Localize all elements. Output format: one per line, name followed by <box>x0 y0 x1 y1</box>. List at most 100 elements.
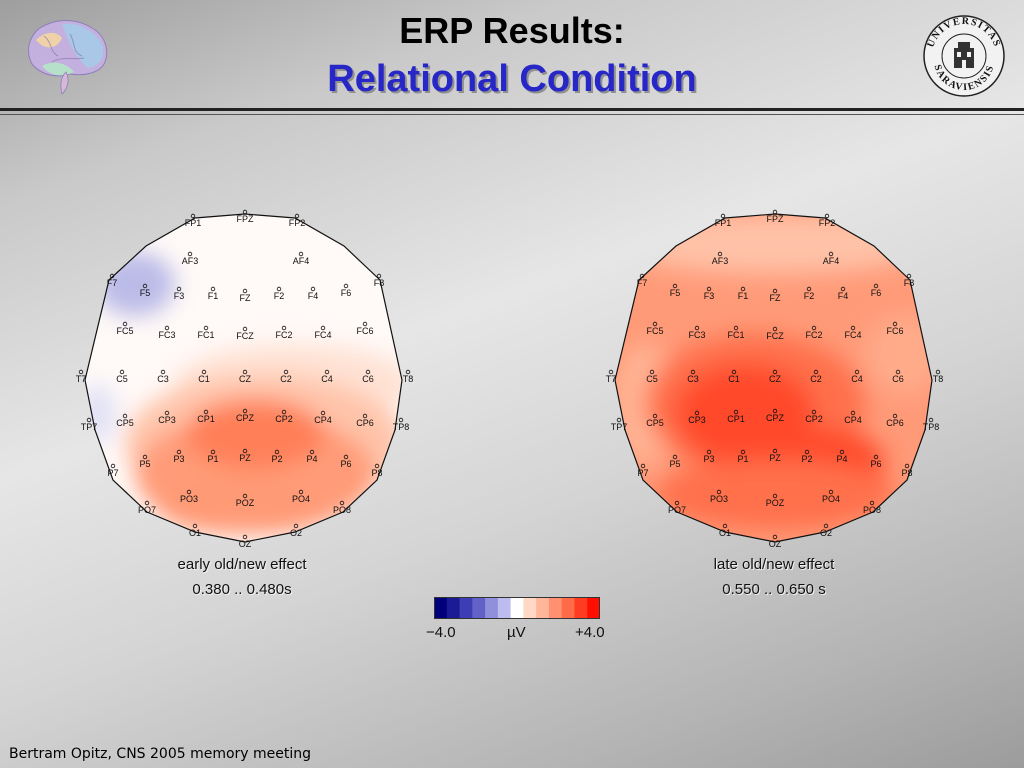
late-electrode-label-f3: F3 <box>704 291 715 301</box>
late-electrode-marker-p2 <box>804 449 810 455</box>
early-electrode-label-cp4: CP4 <box>314 415 332 425</box>
late-electrode-marker-f5 <box>672 283 678 289</box>
early-electrode-label-f2: F2 <box>274 291 285 301</box>
early-electrode-label-f1: F1 <box>208 291 219 301</box>
late-electrode-label-f1: F1 <box>738 291 749 301</box>
early-electrode-marker-po4 <box>298 489 304 495</box>
early-electrode-label-fcz: FCZ <box>236 331 254 341</box>
early-electrode-label-cp1: CP1 <box>197 414 215 424</box>
late-electrode-label-cp4: CP4 <box>844 415 862 425</box>
early-electrode-label-p7: P7 <box>107 468 118 478</box>
late-electrode-marker-fc6 <box>892 321 898 327</box>
early-electrode-marker-pz <box>242 448 248 454</box>
late-electrode-marker-p4 <box>839 449 845 455</box>
late-electrode-marker-fcz <box>772 326 778 332</box>
late-electrode-marker-f2 <box>806 286 812 292</box>
early-electrode-label-p3: P3 <box>173 454 184 464</box>
electrode-labels-early: FPZ FP1 FP2 AF3 AF4 F7 F5 F3 F1 FZ F2 F4 F6 F8 FC5 FC3 F… <box>76 209 413 549</box>
early-electrode-marker-fc5 <box>122 321 128 327</box>
late-electrode-marker-cp5 <box>652 413 658 419</box>
early-electrode-label-p8: P8 <box>371 468 382 478</box>
late-electrode-label-t8: T8 <box>933 374 944 384</box>
color-scale-swatch <box>434 597 448 619</box>
early-electrode-label-fc1: FC1 <box>197 330 214 340</box>
early-electrode-label-c5: C5 <box>116 374 128 384</box>
late-electrode-label-cp6: CP6 <box>886 418 904 428</box>
late-electrode-marker-af4 <box>828 251 834 257</box>
early-electrode-label-c3: C3 <box>157 374 169 384</box>
early-electrode-label-o2: O2 <box>290 528 302 538</box>
late-electrode-label-c2: C2 <box>810 374 822 384</box>
late-map-time-window: 0.550 .. 0.650 s <box>722 581 826 598</box>
late-electrode-label-p1: P1 <box>737 454 748 464</box>
early-electrode-marker-cp6 <box>362 413 368 419</box>
late-electrode-marker-cz <box>772 369 778 375</box>
late-electrode-marker-p3 <box>706 449 712 455</box>
late-electrode-label-p6: P6 <box>870 459 881 469</box>
late-electrode-label-cp2: CP2 <box>805 414 823 424</box>
late-electrode-label-c4: C4 <box>851 374 863 384</box>
late-electrode-label-fpz: FPZ <box>767 214 785 224</box>
late-electrode-label-po4: PO4 <box>822 494 840 504</box>
early-electrode-marker-poz <box>242 493 248 499</box>
early-electrode-marker-f6 <box>343 283 349 289</box>
late-electrode-label-fp1: FP1 <box>715 218 732 228</box>
early-electrode-label-pz: PZ <box>239 453 251 463</box>
late-electrode-marker-af3 <box>717 251 723 257</box>
early-electrode-label-c4: C4 <box>321 374 333 384</box>
early-electrode-label-po7: PO7 <box>138 505 156 515</box>
late-electrode-label-f2: F2 <box>804 291 815 301</box>
early-electrode-label-af4: AF4 <box>293 256 310 266</box>
color-scale-swatch <box>523 597 537 619</box>
late-electrode-label-p4: P4 <box>836 454 847 464</box>
early-electrode-marker-o2 <box>293 523 299 529</box>
late-electrode-label-f5: F5 <box>670 288 681 298</box>
early-electrode-label-cp3: CP3 <box>158 415 176 425</box>
late-electrode-label-cz: CZ <box>769 374 781 384</box>
late-electrode-marker-fc5 <box>652 321 658 327</box>
slide-header: ERP Results: Relational Condition UNIVER… <box>0 0 1024 115</box>
late-electrode-marker-po8 <box>869 500 875 506</box>
early-electrode-marker-fc2 <box>281 325 287 331</box>
late-electrode-marker-cpz <box>772 408 778 414</box>
late-electrode-marker-f7 <box>639 273 645 279</box>
early-electrode-marker-t7 <box>78 369 84 375</box>
late-electrode-marker-f4 <box>840 286 846 292</box>
early-electrode-marker-cp2 <box>281 409 287 415</box>
early-electrode-label-fc5: FC5 <box>116 326 133 336</box>
late-electrode-marker-o1 <box>722 523 728 529</box>
color-scale-swatch <box>561 597 575 619</box>
late-electrode-marker-p5 <box>672 454 678 460</box>
late-electrode-marker-fp1 <box>720 213 726 219</box>
early-electrode-label-fc6: FC6 <box>356 326 373 336</box>
early-electrode-label-cz: CZ <box>239 374 251 384</box>
late-electrode-label-fz: FZ <box>770 293 781 303</box>
late-electrode-marker-fc3 <box>694 325 700 331</box>
early-electrode-label-cp6: CP6 <box>356 418 374 428</box>
color-scale-swatch <box>536 597 550 619</box>
early-electrode-marker-po3 <box>186 489 192 495</box>
late-electrode-marker-fc2 <box>811 325 817 331</box>
color-scale-swatch <box>510 597 524 619</box>
late-electrode-marker-po7 <box>674 500 680 506</box>
early-electrode-label-fpz: FPZ <box>237 214 255 224</box>
late-electrode-marker-fpz <box>772 209 778 215</box>
early-electrode-label-f3: F3 <box>174 291 185 301</box>
late-electrode-marker-c1 <box>731 369 737 375</box>
early-electrode-marker-p5 <box>142 454 148 460</box>
early-electrode-marker-f2 <box>276 286 282 292</box>
late-electrode-marker-f1 <box>740 286 746 292</box>
late-map-caption: late old/new effect <box>713 556 835 573</box>
early-electrode-marker-fc4 <box>320 325 326 331</box>
early-electrode-label-t7: T7 <box>76 374 87 384</box>
early-electrode-marker-p3 <box>176 449 182 455</box>
late-electrode-label-fc4: FC4 <box>844 330 861 340</box>
late-electrode-marker-c5 <box>649 369 655 375</box>
late-electrode-marker-fc4 <box>850 325 856 331</box>
early-electrode-marker-p1 <box>210 449 216 455</box>
late-electrode-marker-o2 <box>823 523 829 529</box>
slide-title: ERP Results: <box>399 10 625 51</box>
late-electrode-marker-cp6 <box>892 413 898 419</box>
late-electrode-marker-fp2 <box>824 213 830 219</box>
early-electrode-label-cpz: CPZ <box>236 413 255 423</box>
